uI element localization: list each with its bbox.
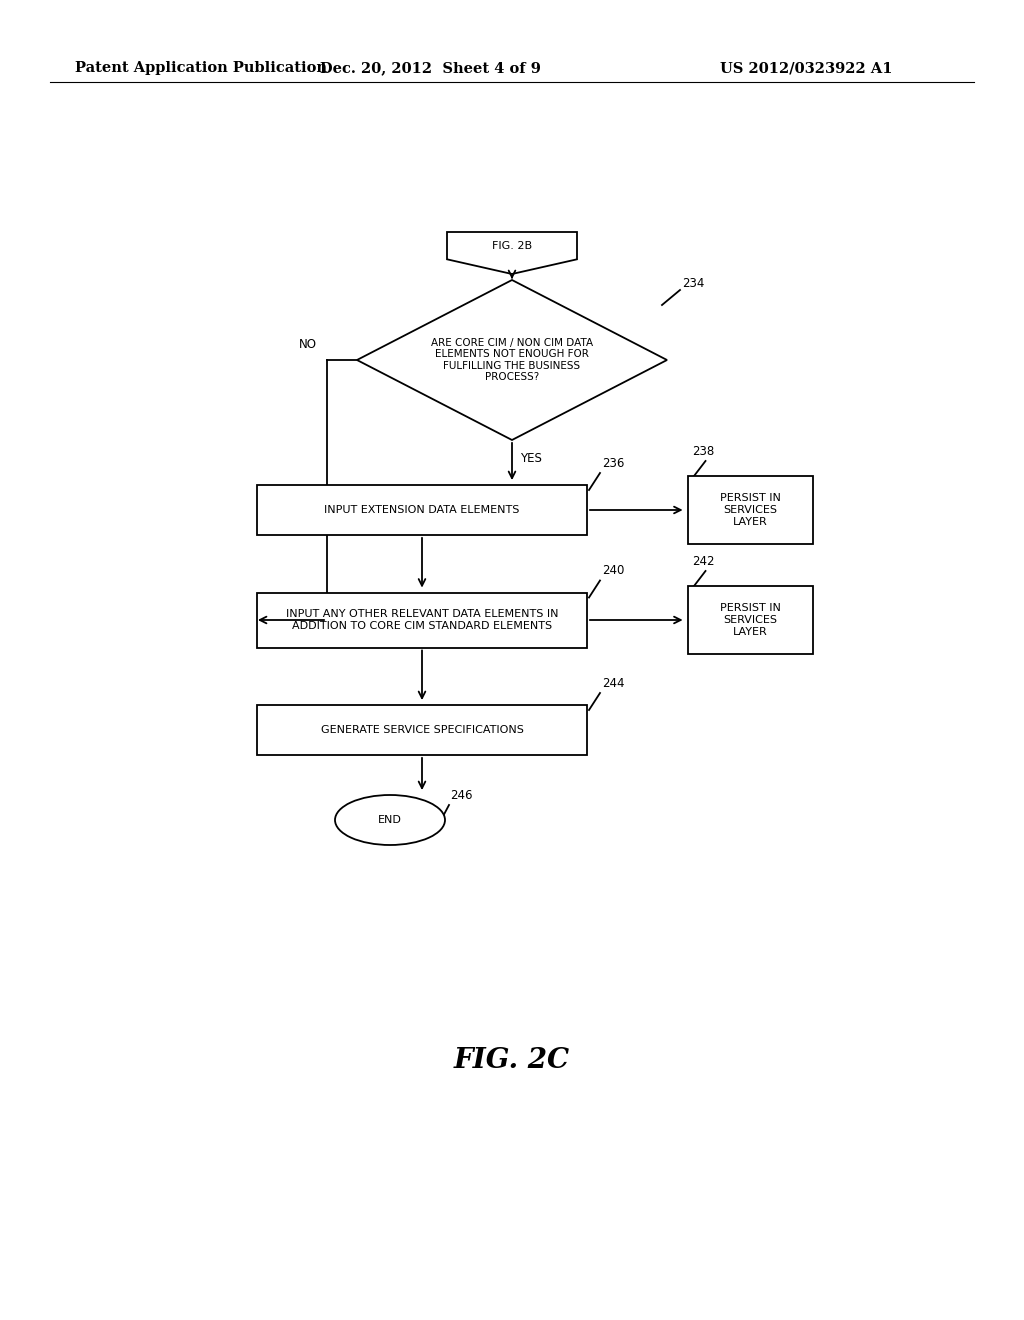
- Text: GENERATE SERVICE SPECIFICATIONS: GENERATE SERVICE SPECIFICATIONS: [321, 725, 523, 735]
- Text: ARE CORE CIM / NON CIM DATA
ELEMENTS NOT ENOUGH FOR
FULFILLING THE BUSINESS
PROC: ARE CORE CIM / NON CIM DATA ELEMENTS NOT…: [431, 338, 593, 383]
- Polygon shape: [357, 280, 667, 440]
- Bar: [257, 705, 587, 755]
- Polygon shape: [447, 232, 577, 275]
- Bar: [257, 593, 587, 648]
- Text: 234: 234: [682, 277, 705, 290]
- Bar: [687, 477, 812, 544]
- Text: US 2012/0323922 A1: US 2012/0323922 A1: [720, 61, 893, 75]
- Text: FIG. 2C: FIG. 2C: [454, 1047, 570, 1073]
- Text: PERSIST IN
SERVICES
LAYER: PERSIST IN SERVICES LAYER: [720, 603, 780, 636]
- Text: 244: 244: [602, 677, 625, 690]
- Text: FIG. 2B: FIG. 2B: [492, 240, 532, 251]
- Text: PERSIST IN
SERVICES
LAYER: PERSIST IN SERVICES LAYER: [720, 494, 780, 527]
- Text: 240: 240: [602, 565, 625, 578]
- Text: Dec. 20, 2012  Sheet 4 of 9: Dec. 20, 2012 Sheet 4 of 9: [319, 61, 541, 75]
- Text: 236: 236: [602, 457, 625, 470]
- Text: INPUT ANY OTHER RELEVANT DATA ELEMENTS IN
ADDITION TO CORE CIM STANDARD ELEMENTS: INPUT ANY OTHER RELEVANT DATA ELEMENTS I…: [286, 610, 558, 631]
- Text: 242: 242: [692, 554, 715, 568]
- Text: YES: YES: [520, 451, 542, 465]
- Text: END: END: [378, 814, 402, 825]
- Text: INPUT EXTENSION DATA ELEMENTS: INPUT EXTENSION DATA ELEMENTS: [325, 506, 520, 515]
- Text: NO: NO: [299, 338, 317, 351]
- Text: Patent Application Publication: Patent Application Publication: [75, 61, 327, 75]
- Text: 238: 238: [692, 445, 715, 458]
- Bar: [257, 484, 587, 535]
- Text: 246: 246: [450, 789, 472, 803]
- Ellipse shape: [335, 795, 445, 845]
- Bar: [687, 586, 812, 653]
